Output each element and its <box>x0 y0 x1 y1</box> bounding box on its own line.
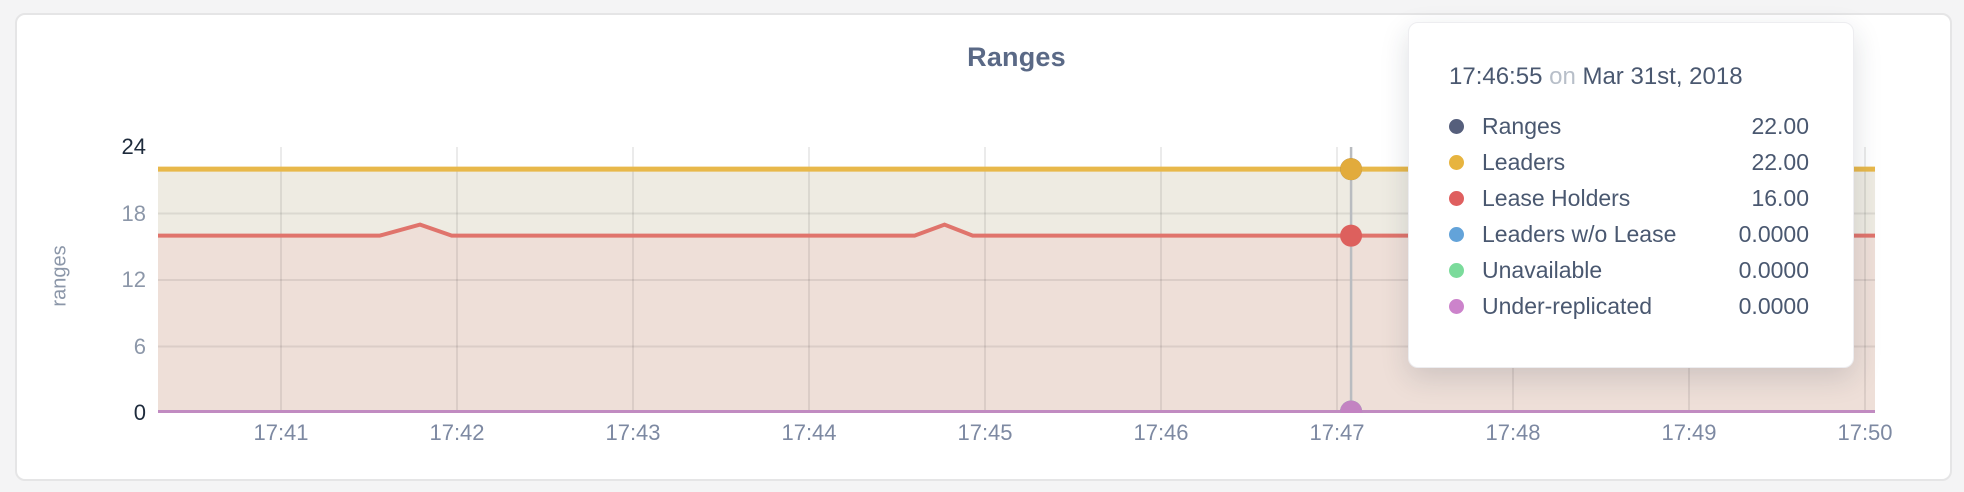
hover-tooltip: 17:46:55 on Mar 31st, 2018 Ranges 22.00 Le… <box>1408 22 1854 368</box>
x-axis-tick-label: 17:41 <box>253 420 309 445</box>
hover-dot-leaders <box>1340 158 1363 181</box>
series-dot-icon <box>1449 226 1464 242</box>
tooltip-series-value: 0.0000 <box>1738 220 1809 247</box>
y-axis-tick-label: 12 <box>121 267 146 292</box>
x-axis-tick-label: 17:44 <box>781 420 837 445</box>
x-axis-tick-label: 17:46 <box>1133 420 1189 445</box>
tooltip-series-value: 22.00 <box>1751 112 1809 139</box>
tooltip-series-label: Lease Holders <box>1482 184 1631 211</box>
tooltip-series-value: 22.00 <box>1751 148 1809 175</box>
tooltip-time: 17:46:55 <box>1449 63 1543 90</box>
tooltip-date: Mar 31st, 2018 <box>1582 63 1743 90</box>
y-axis-tick-label: 18 <box>121 200 146 226</box>
tooltip-header: 17:46:55 on Mar 31st, 2018 <box>1449 63 1809 91</box>
series-dot-icon <box>1449 118 1464 134</box>
y-axis-tick-label: 6 <box>133 333 146 359</box>
tooltip-series-label: Under-replicated <box>1482 292 1653 319</box>
x-axis-tick-label: 17:48 <box>1485 420 1541 445</box>
tooltip-row: Leaders w/o Lease 0.0000 <box>1449 216 1809 252</box>
tooltip-row: Unavailable 0.0000 <box>1449 252 1809 288</box>
series-dot-icon <box>1449 262 1464 278</box>
y-axis-tick-label: 24 <box>121 134 146 159</box>
tooltip-series-label: Unavailable <box>1482 256 1603 283</box>
tooltip-row: Ranges 22.00 <box>1449 108 1809 144</box>
tooltip-row: Lease Holders 16.00 <box>1449 180 1809 216</box>
tooltip-row: Under-replicated 0.0000 <box>1449 288 1809 324</box>
x-axis-tick-label: 17:43 <box>605 420 661 445</box>
chart-title: Ranges <box>967 42 1066 72</box>
series-dot-icon <box>1449 298 1464 314</box>
tooltip-series-label: Ranges <box>1482 112 1562 139</box>
y-axis-tick-label: 0 <box>133 400 146 425</box>
tooltip-row: Leaders 22.00 <box>1449 144 1809 180</box>
tooltip-series-label: Leaders <box>1482 148 1566 175</box>
tooltip-series-label: Leaders w/o Lease <box>1482 220 1677 247</box>
tooltip-series-value: 16.00 <box>1751 184 1809 211</box>
x-axis-tick-label: 17:47 <box>1309 420 1365 445</box>
tooltip-series-value: 0.0000 <box>1738 292 1809 319</box>
tooltip-rows: Ranges 22.00 Leaders 22.00 Lease Holders 16.0… <box>1449 108 1809 324</box>
x-axis-tick-label: 17:42 <box>429 420 485 445</box>
tooltip-connector: on <box>1549 63 1576 90</box>
x-axis-tick-label: 17:45 <box>957 420 1013 445</box>
x-axis-tick-label: 17:50 <box>1837 420 1893 445</box>
hover-dot-under-replicated <box>1340 400 1363 413</box>
x-axis-tick-label: 17:49 <box>1661 420 1717 445</box>
tooltip-series-value: 0.0000 <box>1738 256 1809 283</box>
series-dot-icon <box>1449 154 1464 170</box>
series-dot-icon <box>1449 190 1464 206</box>
series-line-lease-holders <box>158 222 1875 238</box>
hover-dot-lease-holders <box>1340 224 1363 247</box>
